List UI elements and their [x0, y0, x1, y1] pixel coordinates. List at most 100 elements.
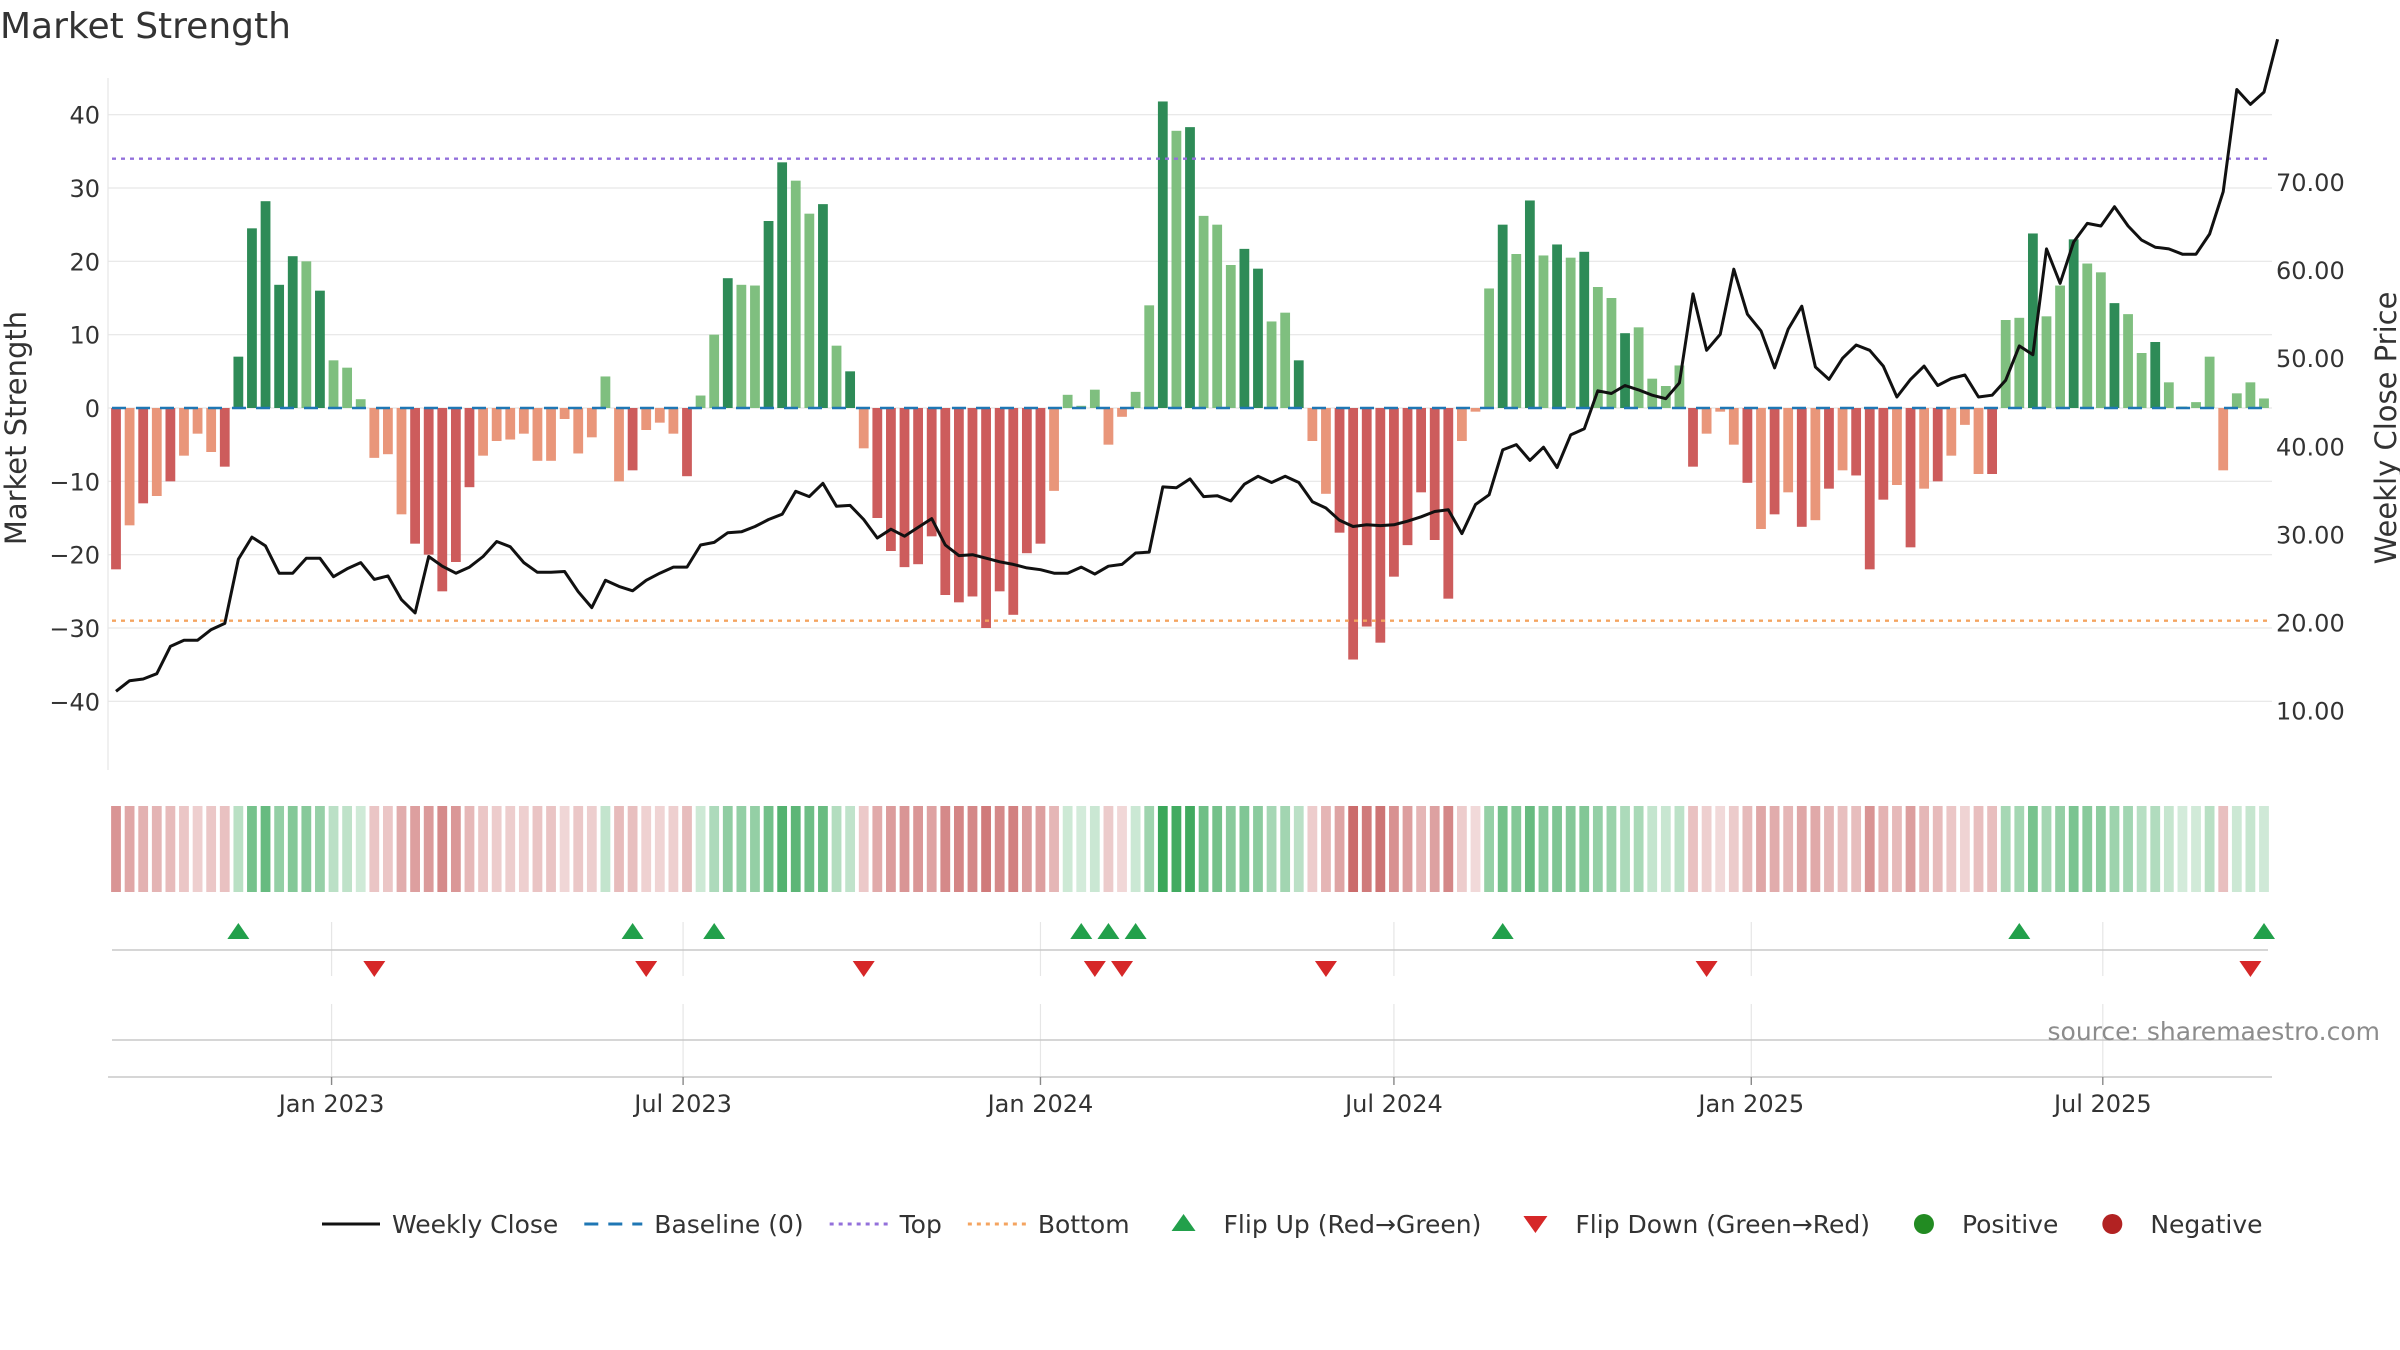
strength-bar — [260, 201, 271, 408]
strength-bar — [1212, 224, 1223, 408]
strength-bar — [614, 408, 624, 482]
strength-bar — [219, 408, 230, 467]
heat-cell — [1864, 806, 1875, 892]
heat-cell — [1565, 806, 1576, 892]
heat-cell — [1769, 806, 1780, 892]
heat-cell — [1633, 806, 1644, 892]
strength-bar — [1796, 408, 1807, 527]
strength-bar — [763, 221, 774, 408]
strength-bar — [505, 408, 516, 440]
heat-cell — [1253, 806, 1263, 892]
flip-down-marker — [1083, 961, 1106, 977]
left-tick-label: −30 — [49, 615, 100, 643]
heat-cell — [831, 806, 842, 892]
strength-bar — [994, 408, 1005, 592]
strength-bar — [1647, 378, 1658, 408]
flip-down-marker — [1695, 961, 1718, 977]
heat-cell — [818, 806, 828, 892]
strength-bar — [301, 261, 312, 408]
heat-cell — [722, 806, 733, 892]
heat-cell — [1348, 806, 1359, 892]
heat-cell — [559, 806, 570, 892]
heat-cell — [1742, 806, 1753, 892]
heat-cell — [1756, 806, 1766, 892]
heat-cell — [1266, 806, 1277, 892]
strength-bar — [1334, 408, 1345, 533]
left-tick-label: 20 — [69, 248, 100, 276]
heat-cell — [219, 806, 230, 892]
strength-bar — [206, 408, 217, 452]
strength-bar — [1008, 408, 1019, 615]
strength-bar — [1810, 408, 1821, 521]
heat-cell — [981, 806, 991, 892]
heat-cell — [1688, 806, 1698, 892]
heat-cell — [2027, 806, 2038, 892]
heat-cell — [518, 806, 529, 892]
heat-cell — [2259, 806, 2269, 892]
heat-cell — [2123, 806, 2133, 892]
strength-bar — [695, 395, 706, 408]
empty-panel — [108, 922, 2272, 1078]
strength-bar — [1946, 408, 1957, 456]
x-tick-label: Jan 2023 — [277, 1090, 385, 1118]
strength-bar — [1443, 408, 1454, 599]
heat-cell — [940, 806, 951, 892]
heat-cell — [1021, 806, 1032, 892]
strength-bar — [1742, 408, 1753, 483]
strength-bar — [2204, 356, 2215, 408]
heat-cell — [1987, 806, 1997, 892]
heat-cell — [586, 806, 597, 892]
strength-bar — [858, 408, 869, 449]
heat-cell — [763, 806, 774, 892]
heat-cell — [1511, 806, 1522, 892]
strength-bar — [682, 408, 692, 477]
strength-bar — [1552, 244, 1562, 408]
strength-bar — [1973, 408, 1984, 474]
heat-cell — [573, 806, 584, 892]
strength-bar — [1932, 408, 1943, 482]
heat-cell — [2245, 806, 2256, 892]
heat-cell — [1470, 806, 1481, 892]
strength-bar — [233, 356, 244, 408]
heat-cell — [1960, 806, 1970, 892]
heat-cell — [1185, 806, 1195, 892]
strength-bar — [287, 256, 298, 408]
heat-cell — [1932, 806, 1943, 892]
strength-bar — [2068, 239, 2079, 408]
heat-cell — [668, 806, 679, 892]
strength-bar — [750, 285, 760, 408]
right-tick-label: 50.00 — [2276, 345, 2345, 373]
flip-down-marker — [363, 961, 386, 977]
strength-bars — [111, 101, 2269, 660]
heat-cell — [1524, 806, 1535, 892]
heat-cell — [1647, 806, 1658, 892]
strength-bar — [383, 408, 393, 455]
heat-cell — [1171, 806, 1182, 892]
heat-cell — [777, 806, 788, 892]
strength-bar — [2055, 285, 2065, 408]
flip-up-marker — [1097, 923, 1120, 939]
heat-cell — [1321, 806, 1331, 892]
heat-cell — [192, 806, 203, 892]
strength-bar — [790, 180, 801, 408]
heat-cell — [1946, 806, 1957, 892]
heat-cell — [1892, 806, 1902, 892]
heat-cell — [1878, 806, 1889, 892]
strength-bar — [342, 367, 353, 408]
strength-bar — [1715, 408, 1726, 412]
heat-cell — [886, 806, 896, 892]
heat-cell — [1837, 806, 1848, 892]
heat-cell — [2041, 806, 2052, 892]
right-tick-label: 20.00 — [2276, 610, 2345, 638]
legend-swatch-negative — [2102, 1214, 2123, 1234]
strength-bar — [1103, 408, 1114, 445]
heat-cell — [383, 806, 393, 892]
flip-down-marker — [1111, 961, 1134, 977]
heat-cell — [437, 806, 448, 892]
strength-bar — [967, 408, 978, 597]
heat-cell — [1429, 806, 1440, 892]
strength-bar — [1429, 408, 1440, 540]
heat-cell — [2231, 806, 2242, 892]
strength-bar — [1307, 408, 1318, 441]
legend: Weekly Close Baseline (0) Top Bottom Flip Up… — [322, 1210, 2263, 1239]
